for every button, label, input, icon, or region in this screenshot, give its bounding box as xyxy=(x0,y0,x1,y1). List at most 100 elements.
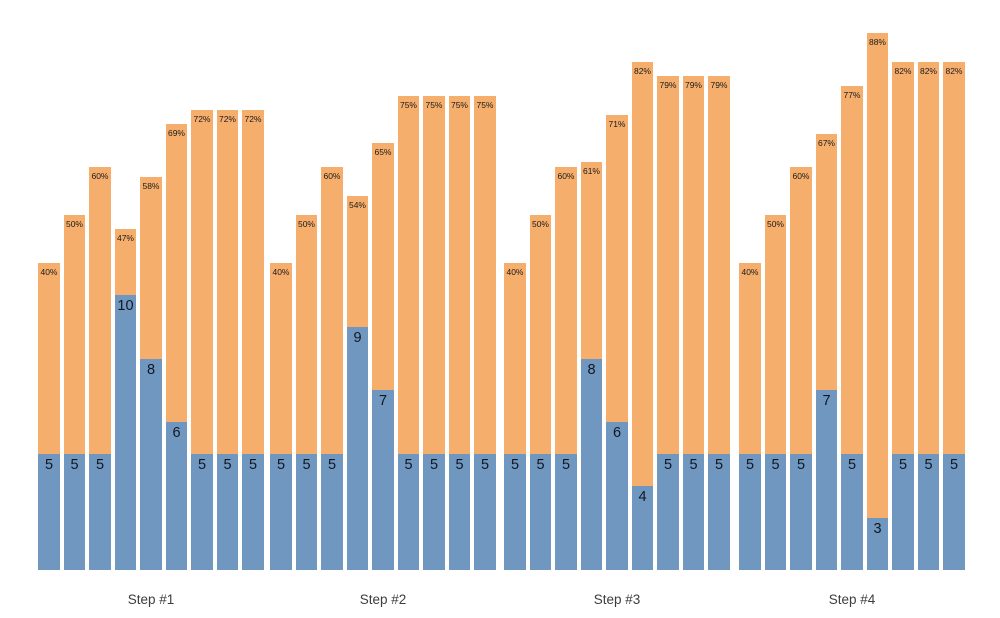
bar-blue-segment: 5 xyxy=(448,454,471,570)
bar-orange-segment: 82% xyxy=(943,62,965,454)
value-label: 5 xyxy=(561,456,571,473)
bar-blue-segment: 5 xyxy=(943,453,965,570)
percent-label: 61% xyxy=(582,166,600,177)
bar-blue-segment: 5 xyxy=(529,454,552,570)
bar-orange-segment: 82% xyxy=(892,62,914,454)
bar-blue-segment: 7 xyxy=(372,390,394,570)
bar: 69% 6 xyxy=(165,124,188,570)
bar: 79% 5 xyxy=(708,76,730,570)
value-label: 5 xyxy=(898,456,908,473)
bar: 50% 5 xyxy=(63,215,86,570)
bar: 75% 5 xyxy=(474,95,496,570)
bar: 61% 8 xyxy=(580,162,603,570)
bar-blue-segment: 5 xyxy=(555,453,577,570)
percent-label: 60% xyxy=(91,171,109,182)
bar-blue-segment: 5 xyxy=(708,453,730,570)
value-label: 5 xyxy=(197,456,207,473)
value-label: 5 xyxy=(480,457,490,473)
bar-orange-segment: 60% xyxy=(790,167,812,454)
bar-blue-segment: 3 xyxy=(866,517,889,570)
bar-orange-segment: 75% xyxy=(448,95,471,454)
bar-blue-segment: 5 xyxy=(764,454,787,570)
bar-blue-segment: 4 xyxy=(631,485,654,570)
bar: 40% 5 xyxy=(739,262,761,570)
value-label: 5 xyxy=(663,456,673,473)
bar-blue-segment: 6 xyxy=(165,422,188,570)
bar-blue-segment: 10 xyxy=(114,294,137,570)
bar: 79% 5 xyxy=(682,76,705,570)
value-label: 5 xyxy=(689,456,698,473)
bar-orange-segment: 50% xyxy=(529,215,552,454)
percent-label: 40% xyxy=(272,266,290,277)
bar-blue-segment: 7 xyxy=(815,390,838,570)
percent-label: 75% xyxy=(425,99,443,110)
step-label: Step #3 xyxy=(593,592,641,607)
bar: 65% 7 xyxy=(372,143,394,570)
percent-label: 58% xyxy=(142,180,160,191)
percent-label: 75% xyxy=(399,99,417,110)
bar: 75% 5 xyxy=(423,95,445,570)
percent-label: 54% xyxy=(348,199,366,210)
percent-label: 79% xyxy=(684,80,702,91)
bar: 60% 5 xyxy=(555,167,577,570)
bar-orange-segment: 65% xyxy=(372,143,394,391)
bar-orange-segment: 79% xyxy=(682,76,705,454)
percent-label: 50% xyxy=(531,219,549,229)
bar-orange-segment: 40% xyxy=(38,262,60,454)
percent-label: 67% xyxy=(817,137,835,148)
bar-blue-segment: 5 xyxy=(38,453,60,570)
bar-blue-segment: 5 xyxy=(790,453,812,570)
percent-label: 82% xyxy=(919,66,937,77)
bar-orange-segment: 69% xyxy=(165,124,188,423)
percent-label: 82% xyxy=(945,66,963,77)
bar: 82% 5 xyxy=(917,62,940,570)
bar-orange-segment: 50% xyxy=(295,215,318,454)
bar-blue-segment: 6 xyxy=(606,422,628,570)
bar-orange-segment: 58% xyxy=(140,176,162,359)
bar-orange-segment: 61% xyxy=(580,162,603,359)
bar-orange-segment: 72% xyxy=(216,109,239,454)
value-label: 5 xyxy=(924,456,933,473)
bar-blue-segment: 5 xyxy=(191,453,213,570)
bar: 79% 5 xyxy=(657,76,679,570)
value-label: 3 xyxy=(873,520,882,537)
bar-blue-segment: 5 xyxy=(242,453,264,570)
bar-orange-segment: 54% xyxy=(346,195,369,327)
bar-blue-segment: 5 xyxy=(423,454,445,570)
bar: 82% 5 xyxy=(892,62,914,570)
percent-label: 69% xyxy=(167,128,185,139)
bar: 60% 5 xyxy=(89,167,111,570)
bar-orange-segment: 82% xyxy=(631,62,654,486)
bar: 54% 9 xyxy=(346,195,369,570)
value-label: 5 xyxy=(223,456,232,473)
bar: 72% 5 xyxy=(216,109,239,570)
bar: 82% 5 xyxy=(943,62,965,570)
percent-label: 40% xyxy=(506,266,524,277)
bar: 50% 5 xyxy=(764,215,787,570)
value-label: 5 xyxy=(302,457,311,473)
percent-label: 79% xyxy=(659,80,677,91)
value-label: 5 xyxy=(248,456,258,473)
bar: 72% 5 xyxy=(191,109,213,570)
bar-blue-segment: 5 xyxy=(657,453,679,570)
bar-orange-segment: 50% xyxy=(63,215,86,454)
value-label: 5 xyxy=(404,457,413,473)
bar-orange-segment: 47% xyxy=(114,229,137,295)
bar: 60% 5 xyxy=(790,167,812,570)
value-label: 5 xyxy=(771,457,780,473)
percent-label: 50% xyxy=(766,219,784,229)
percent-label: 50% xyxy=(65,219,83,229)
bar-blue-segment: 5 xyxy=(917,453,940,570)
bar-blue-segment: 5 xyxy=(504,453,526,570)
bar-blue-segment: 8 xyxy=(580,358,603,570)
percent-label: 72% xyxy=(244,113,262,124)
value-label: 4 xyxy=(638,488,647,505)
bar-orange-segment: 75% xyxy=(474,95,496,454)
percent-label: 75% xyxy=(476,99,494,110)
bar-orange-segment: 77% xyxy=(841,85,863,454)
bar-blue-segment: 5 xyxy=(321,453,343,570)
value-label: 5 xyxy=(536,457,545,473)
value-label: 10 xyxy=(117,297,134,314)
value-label: 5 xyxy=(847,456,857,473)
